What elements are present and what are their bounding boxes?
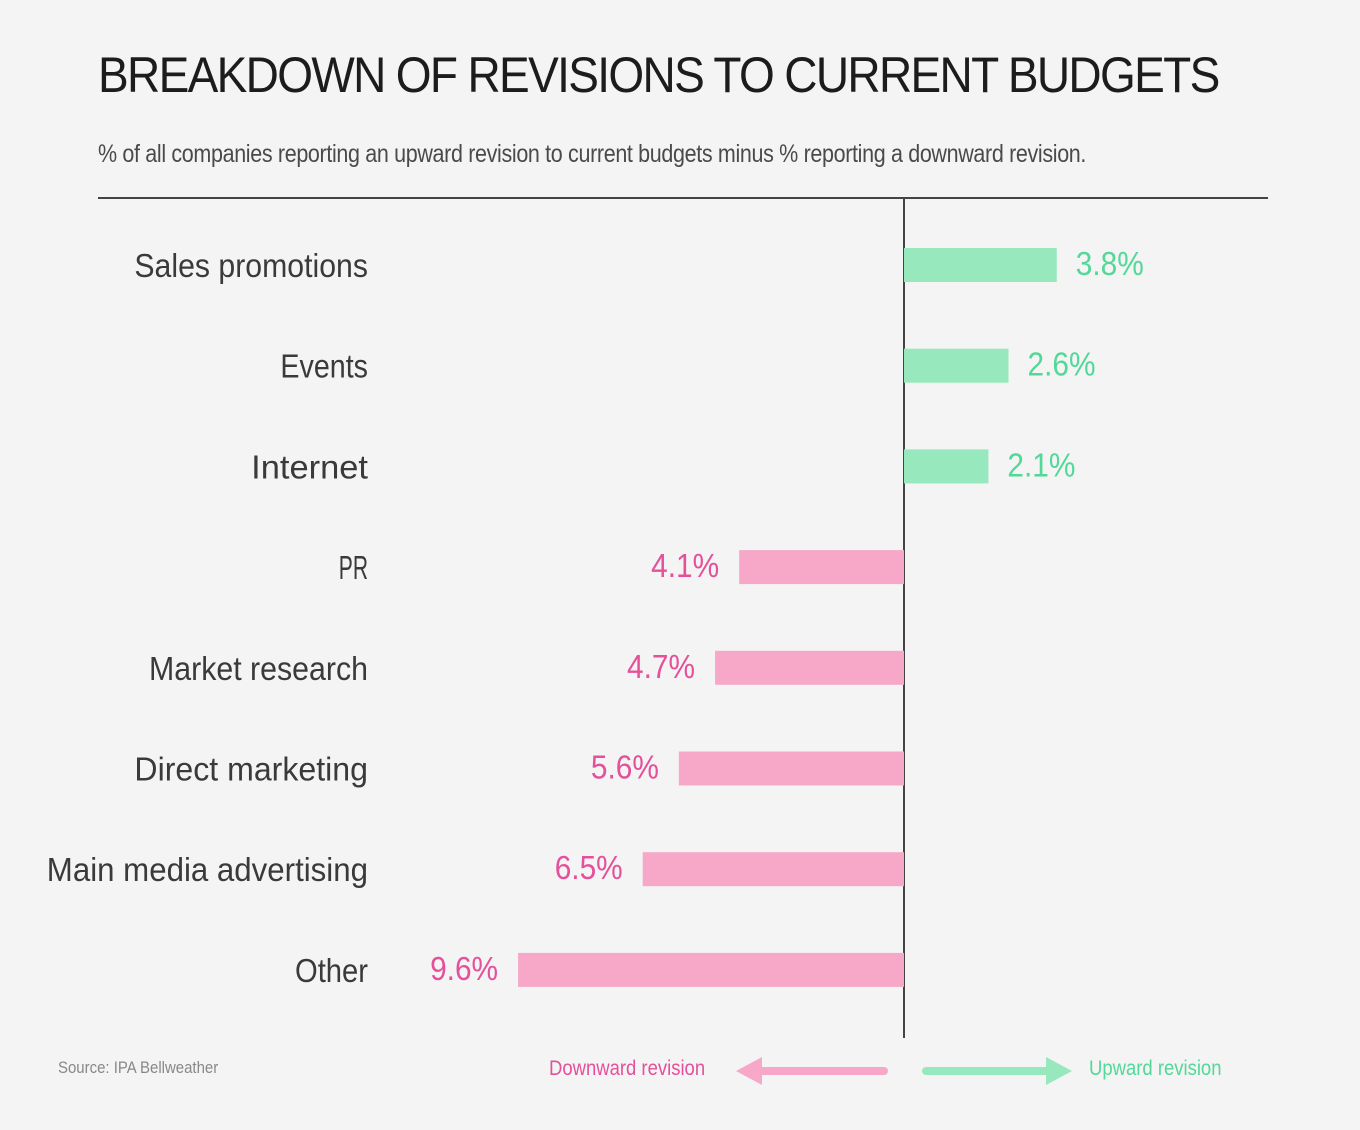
category-label: Other — [295, 952, 368, 989]
bar — [518, 952, 904, 987]
bar — [904, 449, 989, 484]
value-label: 2.1% — [1007, 446, 1075, 483]
category-label: Main media advertising — [47, 851, 368, 888]
category-label: Direct marketing — [134, 751, 368, 788]
value-label: 5.6% — [591, 749, 659, 786]
downward-arrow — [736, 1057, 888, 1085]
legend-downward-label: Downward revision — [549, 1057, 706, 1080]
category-label: PR — [339, 549, 368, 586]
chart-subtitle: % of all companies reporting an upward r… — [98, 140, 1087, 168]
source-note: Source: IPA Bellweather — [58, 1058, 219, 1077]
upward-arrow — [922, 1057, 1072, 1085]
category-label: Market research — [149, 650, 368, 687]
value-label: 6.5% — [555, 849, 623, 886]
bar — [904, 348, 1009, 383]
category-label: Sales promotions — [134, 247, 368, 284]
value-label: 4.7% — [627, 648, 695, 685]
category-label: Events — [280, 348, 368, 385]
value-label: 2.6% — [1028, 346, 1096, 383]
bar — [904, 248, 1057, 282]
value-label: 4.1% — [651, 547, 719, 584]
bar — [678, 751, 904, 786]
chart-title: BREAKDOWN OF REVISIONS TO CURRENT BUDGET… — [98, 47, 1220, 103]
category-label: Internet — [251, 448, 368, 485]
value-label: 9.6% — [430, 950, 498, 987]
value-label: 3.8% — [1076, 245, 1144, 282]
legend-upward-label: Upward revision — [1089, 1057, 1222, 1080]
bar — [715, 650, 904, 685]
bar — [642, 852, 904, 887]
bar — [739, 550, 904, 585]
